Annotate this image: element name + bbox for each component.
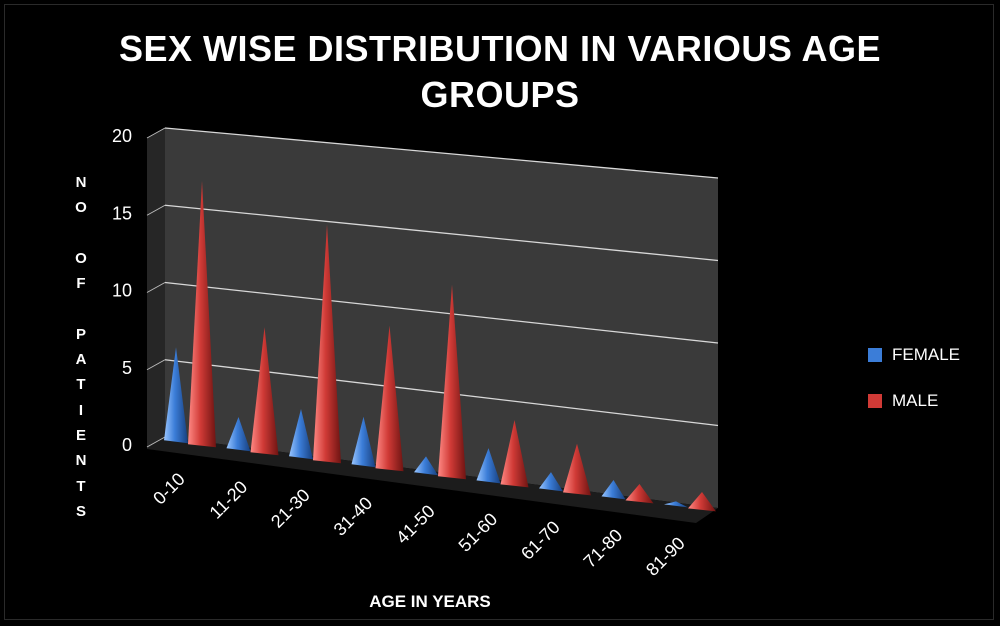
y-axis-label-letter: A — [75, 351, 87, 369]
gridline — [164, 359, 719, 427]
female-cone — [226, 417, 251, 452]
male-cone — [688, 491, 716, 512]
floor — [147, 437, 718, 523]
side-wall — [147, 128, 165, 449]
x-tick-label: 0-10 — [149, 469, 189, 509]
male-cone — [375, 325, 404, 472]
chart-frame — [4, 4, 994, 620]
female-cone — [351, 416, 376, 468]
y-axis-label-letter: I — [78, 401, 84, 419]
female-cone — [289, 409, 313, 460]
side-gridline — [146, 282, 166, 293]
y-tick-label: 0 — [122, 435, 132, 455]
female-cone — [476, 448, 501, 484]
male-cone — [438, 284, 466, 480]
legend-swatch-male — [868, 394, 882, 408]
male-cone — [313, 224, 341, 464]
male-cone — [250, 327, 279, 456]
x-tick-label: 41-50 — [392, 501, 439, 548]
y-axis-label-letter: N — [75, 174, 87, 191]
female-cone — [539, 472, 563, 492]
gridline — [164, 204, 719, 262]
y-tick-label: 5 — [122, 358, 132, 378]
male-cone — [625, 484, 654, 504]
side-gridline — [146, 204, 166, 216]
y-axis-label-letter: T — [76, 376, 86, 394]
x-tick-label: 21-30 — [267, 485, 314, 532]
y-tick-label: 15 — [112, 203, 132, 223]
female-cone — [164, 347, 188, 444]
legend-item-female: FEMALE — [868, 340, 988, 370]
chart-title: SEX WISE DISTRIBUTION IN VARIOUS AGE GRO… — [0, 26, 1000, 118]
y-axis-label-letter: O — [75, 199, 87, 217]
y-axis-label-letter: S — [75, 502, 86, 520]
legend: FEMALE MALE — [868, 340, 988, 432]
x-tick-label: 11-20 — [206, 477, 252, 523]
legend-item-male: MALE — [868, 386, 988, 416]
y-tick-label: 10 — [112, 281, 132, 301]
side-gridline — [146, 127, 166, 139]
female-cone — [414, 456, 438, 476]
gridline — [164, 281, 719, 344]
legend-label-male: MALE — [892, 391, 939, 410]
x-tick-label: 81-90 — [642, 533, 689, 580]
y-axis-label-letter: F — [76, 275, 86, 293]
y-axis-label-letter: N — [75, 452, 87, 470]
legend-label-female: FEMALE — [892, 345, 961, 364]
gridline — [164, 127, 719, 179]
y-axis-label-letter: T — [76, 477, 86, 495]
chart-title-line-2: GROUPS — [420, 74, 580, 115]
y-axis-label-letter: P — [75, 325, 86, 343]
x-tick-label: 51-60 — [455, 509, 502, 556]
male-cone — [188, 180, 216, 448]
back-wall — [165, 128, 718, 508]
y-tick-label: 20 — [112, 126, 132, 146]
male-cone — [563, 443, 591, 496]
female-cone — [601, 480, 626, 500]
y-axis-label-letter: O — [75, 249, 87, 267]
chart-title-line-1: SEX WISE DISTRIBUTION IN VARIOUS AGE — [118, 28, 882, 69]
x-tick-label: 61-70 — [517, 517, 564, 564]
side-gridline — [146, 359, 166, 371]
legend-swatch-female — [868, 348, 882, 362]
male-cone — [500, 419, 529, 488]
x-axis-label: AGE IN YEARS — [369, 592, 491, 611]
x-tick-label: 31-40 — [330, 493, 377, 540]
x-tick-label: 71-80 — [580, 525, 627, 572]
side-gridline — [146, 436, 166, 448]
y-axis-label-letter: E — [75, 426, 86, 444]
female-cone — [664, 501, 688, 508]
